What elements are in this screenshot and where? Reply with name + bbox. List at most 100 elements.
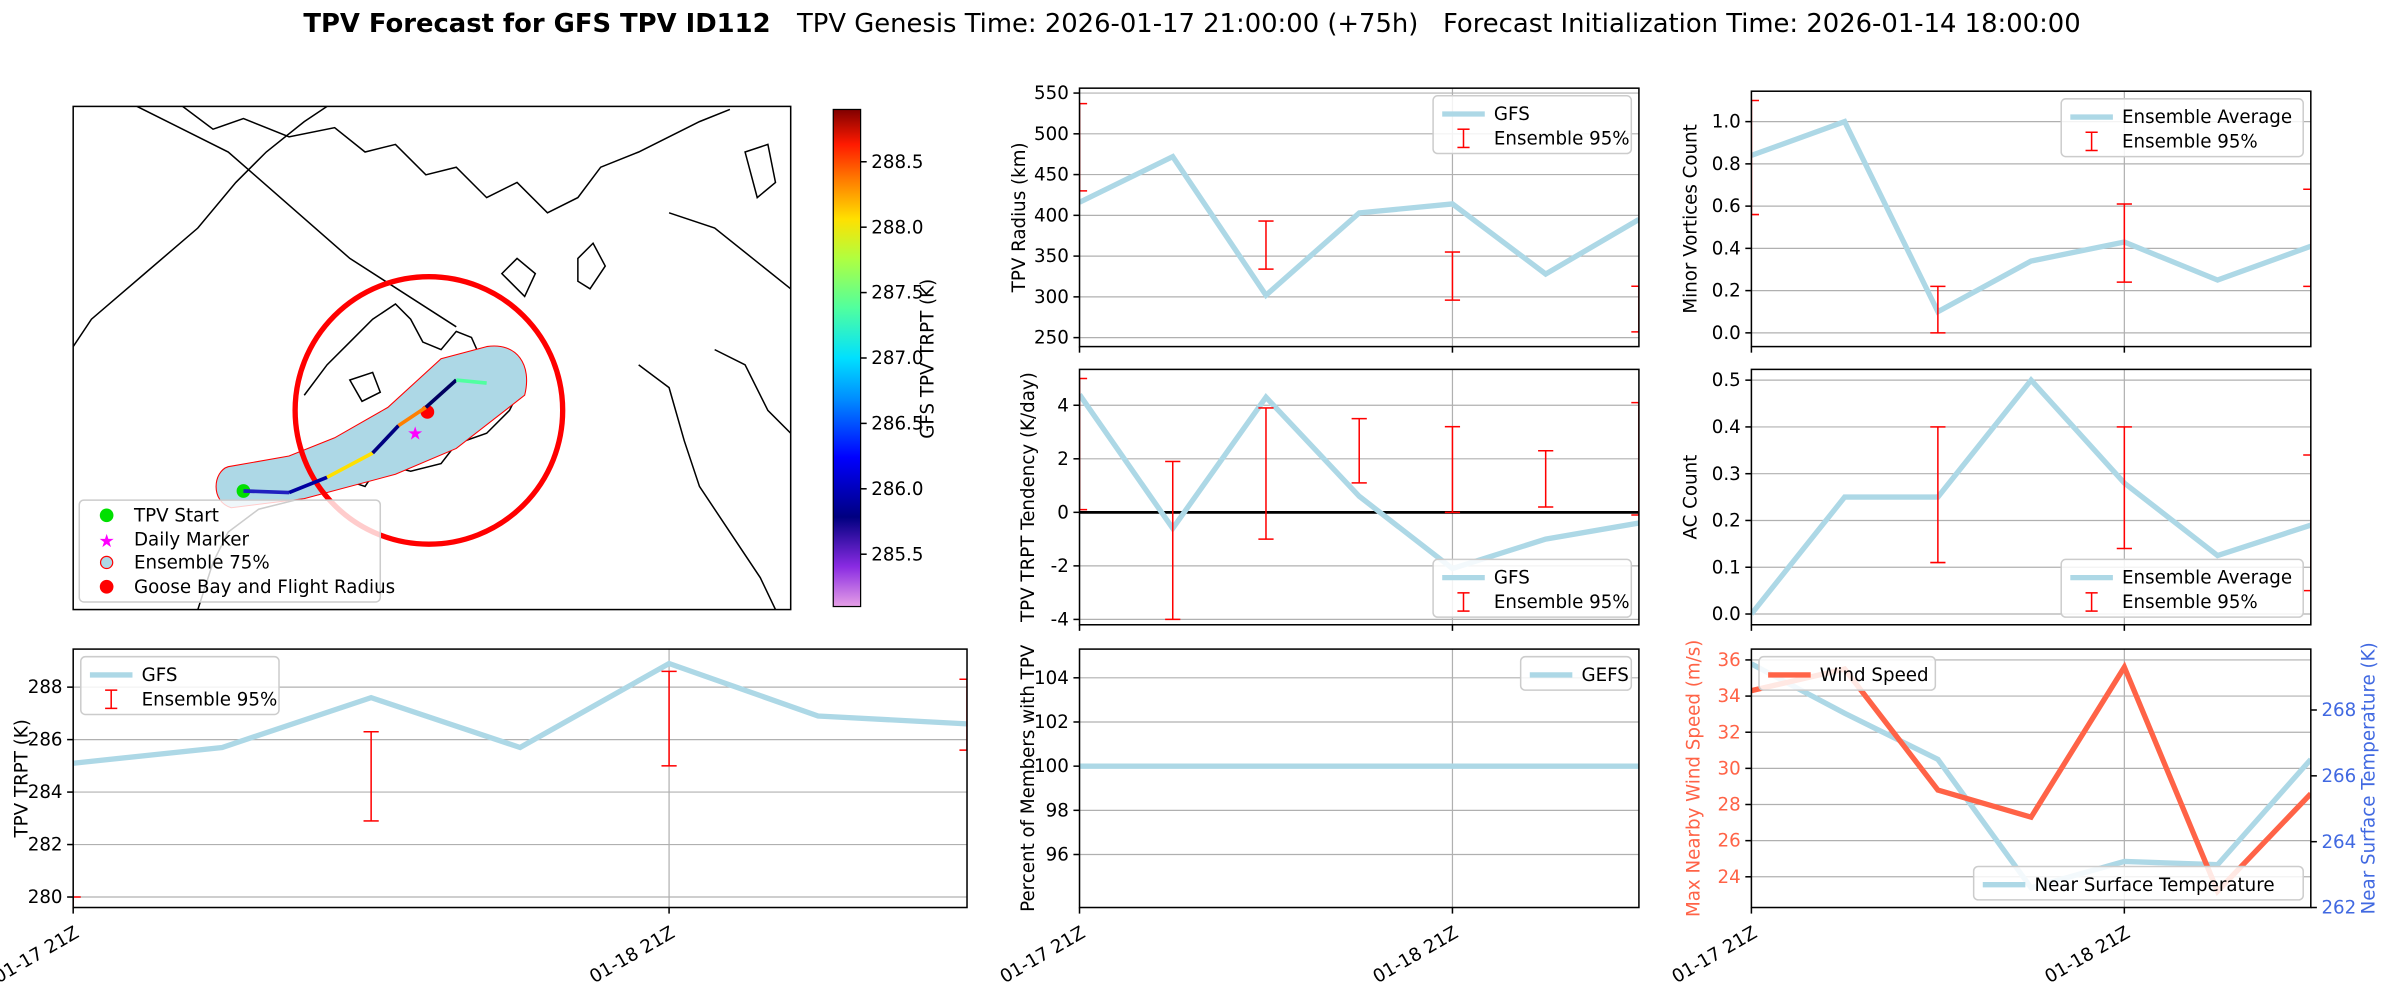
y-tick-label: 288: [28, 677, 63, 698]
axes-frame: [1750, 90, 2312, 348]
legend-label: Near Surface Temperature: [2034, 875, 2274, 896]
legend-label: Wind Speed: [1820, 665, 1929, 686]
plot-area-percent: [1079, 649, 1639, 908]
y-tick-label: 32: [1718, 722, 1741, 743]
y-tick-label: 0.2: [1712, 511, 1741, 532]
ensemble-icon: [99, 555, 114, 570]
colorbar-tick-label: 286.5: [871, 413, 923, 434]
y-axis-label: TPV TRPT (K): [12, 719, 33, 838]
plot-area-ac: [1751, 369, 2311, 625]
y-tick-label: 24: [1718, 867, 1741, 888]
y-tick-label: 96: [1046, 845, 1069, 866]
panel-ac: 0.0 0.1 0.2 0.3 0.4 0.5 AC Count Ensemble Avera…: [1681, 368, 2312, 631]
map-frame: [72, 105, 792, 611]
y2-tick-label: 266: [2321, 766, 2356, 787]
legend-label: GFS: [142, 665, 178, 686]
track-segment: [326, 451, 374, 479]
y2-axis-label: Near Surface Temperature (K): [2359, 642, 2380, 914]
y-tick-label: 0.8: [1712, 154, 1741, 175]
x-tick-label: 01-18 21Z: [2041, 922, 2133, 982]
legend-tpv-start: TPV Start: [133, 505, 219, 526]
legend-frame: [2060, 98, 2304, 158]
track-segment: [288, 475, 328, 495]
series-line: [73, 660, 968, 766]
goose-bay-icon: [99, 579, 114, 594]
map-panel: ★ TPV Start ★ Daily Marker Ensemble 75% …: [72, 105, 939, 611]
tpv-start-icon: [99, 508, 114, 523]
legend-frame: [1432, 558, 1633, 618]
legend-frame: [80, 655, 280, 716]
x-tick-label: 01-18 21Z: [586, 922, 678, 982]
y-tick-label: 100: [1034, 756, 1069, 777]
y-tick-label: 286: [28, 730, 63, 751]
y-tick-label: 1.0: [1712, 112, 1741, 133]
plot-area-minor: [1751, 91, 2311, 347]
legend-label: Ensemble Average: [2122, 568, 2292, 589]
panel-radius: 250 300 350 400 450 500 550 TPV Radius (km) GFS E…: [1009, 83, 1640, 353]
legend: Ensemble Average Ensemble 95%: [2060, 98, 2304, 158]
daily-marker: ★: [407, 423, 423, 444]
y-tick-label: -4: [1051, 609, 1069, 630]
panel-tendency: -4 -2 0 2 4 TPV TRPT Tendency (K/day) GFS Ensem…: [1018, 368, 1640, 631]
y2-tick-label: 262: [2321, 898, 2356, 919]
axes-frame: [1750, 368, 2312, 626]
y-tick-label: 0.2: [1712, 281, 1741, 302]
colorbar-tick-label: 288.0: [871, 217, 923, 238]
y-tick-label: 284: [28, 782, 63, 803]
axes-frame: [1078, 87, 1640, 348]
legend-label: Ensemble 95%: [2122, 131, 2258, 152]
map-area[interactable]: ★: [73, 106, 791, 610]
colorbar-tick-label: 288.5: [871, 152, 923, 173]
title-rest: TPV Genesis Time: 2026-01-17 21:00:00 (+…: [796, 9, 2081, 39]
y-axis-label: TPV Radius (km): [1009, 142, 1030, 293]
y2-tick-label: 264: [2321, 832, 2356, 853]
legend: Wind Speed: [1758, 655, 1937, 691]
y-tick-label: -2: [1051, 556, 1069, 577]
track-segment: [243, 489, 290, 495]
y-axis-label: TPV TRPT Tendency (K/day): [1018, 372, 1039, 623]
y-tick-label: 0: [1057, 502, 1069, 523]
colorbar-tick-label: 285.5: [871, 544, 923, 565]
legend: Near Surface Temperature: [1972, 865, 2304, 901]
axes-frame: [1078, 368, 1640, 626]
legend-label: Ensemble 95%: [1494, 592, 1630, 613]
axes-frame: [1750, 648, 2312, 909]
legend-frame: [1432, 95, 1633, 155]
colorbar: GFS TPV TRPT (K) 285.5 286.0 286.5 287.0 287…: [832, 108, 939, 608]
y-tick-label: 250: [1034, 328, 1069, 349]
legend-label: Ensemble 95%: [2122, 592, 2258, 613]
legend-frame: [2060, 558, 2304, 618]
series-line: [1079, 153, 1639, 300]
y-tick-label: 0.1: [1712, 557, 1741, 578]
plot-area-trpt: [73, 649, 968, 908]
y-axis-label: Minor Vortices Count: [1681, 124, 1702, 313]
y-tick-label: 104: [1034, 668, 1069, 689]
y-tick-label: 4: [1057, 395, 1069, 416]
track-segment: [456, 378, 487, 385]
y-tick-label: 0.3: [1712, 464, 1741, 485]
title-bold: TPV Forecast for GFS TPV ID112: [303, 9, 770, 39]
series-line: [1751, 376, 2311, 616]
y-tick-label: 0.0: [1712, 323, 1741, 344]
y-tick-label: 0.4: [1712, 417, 1741, 438]
y-axis-label: AC Count: [1681, 455, 1702, 540]
legend: GFS Ensemble 95%: [1432, 95, 1633, 155]
legend-label: Ensemble 95%: [1494, 128, 1630, 149]
y-tick-label: 36: [1718, 650, 1741, 671]
y-tick-label: 0.0: [1712, 604, 1741, 625]
legend-daily-marker: Daily Marker: [134, 530, 249, 551]
y-tick-label: 30: [1718, 758, 1741, 779]
map-legend: TPV Start ★ Daily Marker Ensemble 75% Go…: [78, 499, 395, 603]
y-tick-label: 0.6: [1712, 196, 1741, 217]
colorbar-tick-label: 287.5: [871, 283, 923, 304]
axes-frame: [1078, 648, 1640, 909]
y-tick-label: 400: [1034, 205, 1069, 226]
legend-label: GEFS: [1581, 665, 1628, 686]
legend-label: Ensemble Average: [2122, 107, 2292, 128]
track-segment: [397, 405, 427, 428]
figure-title: TPV Forecast for GFS TPV ID112 TPV Genes…: [303, 9, 2080, 39]
y-tick-label: 26: [1718, 831, 1741, 852]
track-segment: [371, 424, 400, 455]
temperature-line: [1751, 661, 2311, 891]
